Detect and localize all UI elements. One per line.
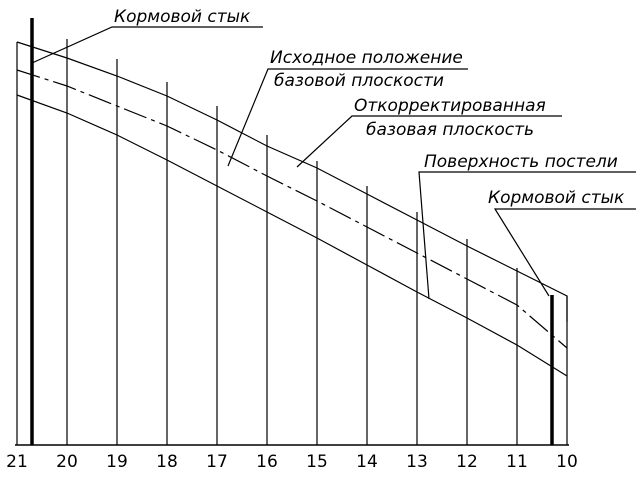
- frame-number: 13: [406, 452, 428, 472]
- label-initial-position-line2: базовой плоскости: [274, 71, 444, 91]
- leader-stern-joint-right: [493, 208, 636, 297]
- frame-number: 17: [206, 452, 228, 472]
- frame-number: 20: [56, 452, 78, 472]
- frame-number: 19: [106, 452, 128, 472]
- frame-number-labels: 21 20 19 18 17 16 15 14 13 12 11 10: [6, 452, 578, 472]
- frame-number: 18: [156, 452, 178, 472]
- label-initial-position-line1: Исходное положение: [270, 48, 463, 68]
- initial-base-plane-line: [16, 41, 568, 322]
- frame-number: 12: [456, 452, 478, 472]
- frame-number: 14: [356, 452, 378, 472]
- leader-stern-joint-top: [31, 26, 263, 64]
- leader-lines: [31, 26, 636, 300]
- leader-corrected-plane: [296, 115, 562, 168]
- frame-number: 10: [556, 452, 578, 472]
- label-stern-joint-top: Кормовой стык: [114, 7, 251, 27]
- label-bed-surface: Поверхность постели: [424, 152, 618, 172]
- leader-bed-surface: [418, 171, 636, 300]
- bed-surface-line: [16, 94, 568, 377]
- frame-number: 16: [256, 452, 278, 472]
- label-corrected-line1: Откорректированная: [354, 96, 546, 116]
- frame-number: 15: [306, 452, 328, 472]
- label-corrected-line2: базовая плоскость: [366, 120, 534, 140]
- leader-initial-position: [227, 68, 468, 167]
- frame-number: 11: [506, 452, 528, 472]
- corrected-base-plane-line: [16, 69, 568, 349]
- label-stern-joint-right: Кормовой стык: [488, 188, 625, 208]
- frame-number: 21: [6, 452, 28, 472]
